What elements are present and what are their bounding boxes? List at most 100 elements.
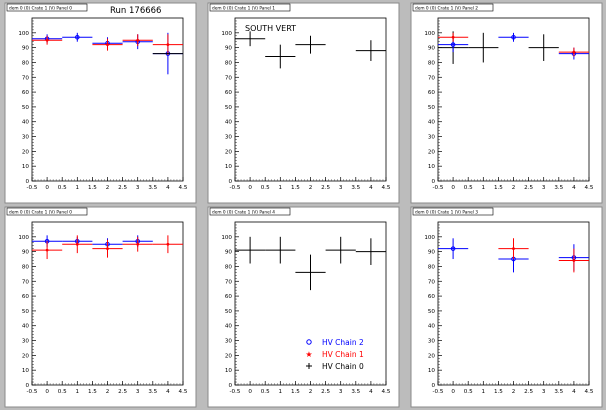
- data-point: [106, 43, 109, 47]
- x-tick-label: 3: [542, 185, 546, 191]
- x-tick-label: 2: [309, 389, 313, 395]
- x-tick-label: 3: [136, 389, 140, 395]
- y-tick-label: 30: [225, 339, 233, 345]
- x-tick-label: 1: [279, 185, 283, 191]
- y-tick-label: 70: [22, 279, 30, 285]
- y-tick-label: 70: [22, 75, 30, 81]
- x-tick-label: -0.5: [27, 185, 38, 191]
- chart-pad: dem 0 (0) Crate 1 (V) Panel 401020304050…: [207, 206, 400, 408]
- x-tick-label: 1: [482, 185, 486, 191]
- x-tick-label: 4.5: [382, 389, 391, 395]
- x-tick-label: 4: [166, 389, 170, 395]
- title-box: [412, 3, 494, 12]
- y-tick-label: 90: [22, 46, 30, 52]
- y-tick-label: 40: [225, 324, 233, 330]
- x-tick-label: 4: [166, 185, 170, 191]
- x-tick-label: 1.5: [291, 185, 300, 191]
- y-tick-label: 0: [228, 383, 232, 389]
- x-tick-label: 3.5: [351, 389, 360, 395]
- y-tick-label: 80: [22, 60, 30, 66]
- y-tick-label: 100: [424, 31, 435, 37]
- chart-title: dem 0 (0) Crate 1 (V) Panel 0: [9, 5, 72, 11]
- legend-entry: HV Chain 0: [306, 362, 364, 371]
- annotation: SOUTH VERT: [245, 24, 296, 33]
- y-tick-label: 20: [225, 149, 233, 155]
- data-point: [309, 271, 312, 273]
- x-tick-label: 0.5: [261, 185, 270, 191]
- data-point: [482, 47, 484, 49]
- data-point: [279, 249, 281, 251]
- x-tick-label: 4: [572, 389, 576, 395]
- data-point: [543, 47, 545, 49]
- y-tick-label: 50: [22, 105, 30, 111]
- title-box: [412, 207, 494, 216]
- y-tick-label: 80: [225, 264, 233, 270]
- x-tick-label: 2.5: [118, 185, 127, 191]
- y-tick-label: 40: [428, 120, 436, 126]
- y-tick-label: 80: [428, 264, 436, 270]
- y-tick-label: 90: [225, 250, 233, 256]
- chart-pad: dem 0 (0) Crate 1 (V) Panel 001020304050…: [4, 206, 197, 408]
- y-tick-label: 0: [25, 179, 29, 185]
- x-tick-label: 3.5: [148, 389, 157, 395]
- legend-label: HV Chain 1: [322, 350, 364, 359]
- run-label: Run 176666: [110, 6, 161, 16]
- x-tick-label: 1.5: [291, 389, 300, 395]
- x-tick-label: 0.5: [58, 389, 67, 395]
- x-tick-label: 0: [45, 185, 49, 191]
- title-box: [6, 3, 88, 12]
- x-tick-label: 2.5: [524, 185, 533, 191]
- y-tick-label: 60: [22, 90, 30, 96]
- x-tick-label: 2.5: [118, 389, 127, 395]
- data-point: [450, 42, 456, 47]
- y-tick-label: 70: [225, 75, 233, 81]
- y-tick-label: 50: [428, 309, 436, 315]
- x-tick-label: 0.5: [464, 185, 473, 191]
- data-point: [450, 246, 456, 251]
- data-point: [512, 247, 515, 251]
- y-tick-label: 40: [428, 324, 436, 330]
- x-tick-label: 1.5: [88, 389, 97, 395]
- chart-title: dem 0 (0) Crate 1 (V) Panel 4: [212, 209, 275, 215]
- y-tick-label: 0: [25, 383, 29, 389]
- y-tick-label: 60: [428, 294, 436, 300]
- data-point: [75, 242, 79, 246]
- chart-pad: dem 0 (0) Crate 1 (V) Panel 201020304050…: [410, 2, 603, 204]
- y-tick-label: 20: [428, 353, 436, 359]
- y-tick-label: 100: [221, 31, 232, 37]
- data-point: [370, 251, 372, 253]
- data-point: [511, 34, 516, 40]
- data-point: [451, 35, 455, 39]
- y-tick-label: 100: [18, 235, 29, 241]
- x-tick-label: 2: [512, 185, 516, 191]
- y-tick-label: 20: [22, 353, 30, 359]
- pad-background: [410, 2, 603, 204]
- chart-pad: dem 0 (0) Crate 1 (V) Panel 301020304050…: [410, 206, 603, 408]
- legend-marker: ★: [305, 350, 312, 359]
- data-point: [572, 259, 576, 262]
- x-tick-label: -0.5: [433, 185, 444, 191]
- data-point: [136, 38, 140, 42]
- data-point: [309, 44, 312, 46]
- y-tick-label: 10: [428, 368, 436, 374]
- x-tick-label: 3: [136, 185, 140, 191]
- y-tick-label: 20: [428, 149, 436, 155]
- x-tick-label: 1: [482, 389, 486, 395]
- pad-background: [410, 206, 603, 408]
- x-tick-label: 3: [542, 389, 546, 395]
- x-tick-label: 4.5: [179, 389, 188, 395]
- legend-entry: ★ HV Chain 1: [305, 350, 364, 359]
- x-tick-label: 3.5: [554, 185, 563, 191]
- y-tick-label: 90: [225, 46, 233, 52]
- y-tick-label: 60: [225, 294, 233, 300]
- y-tick-label: 30: [22, 135, 30, 141]
- x-tick-label: 2.5: [321, 185, 330, 191]
- x-tick-label: 0: [45, 389, 49, 395]
- x-tick-label: 0: [248, 389, 252, 395]
- x-tick-label: 1: [279, 389, 283, 395]
- y-tick-label: 10: [225, 368, 233, 374]
- x-tick-label: 4: [369, 389, 373, 395]
- x-tick-label: 0: [451, 389, 455, 395]
- legend-label: HV Chain 0: [322, 362, 364, 371]
- y-tick-label: 90: [22, 250, 30, 256]
